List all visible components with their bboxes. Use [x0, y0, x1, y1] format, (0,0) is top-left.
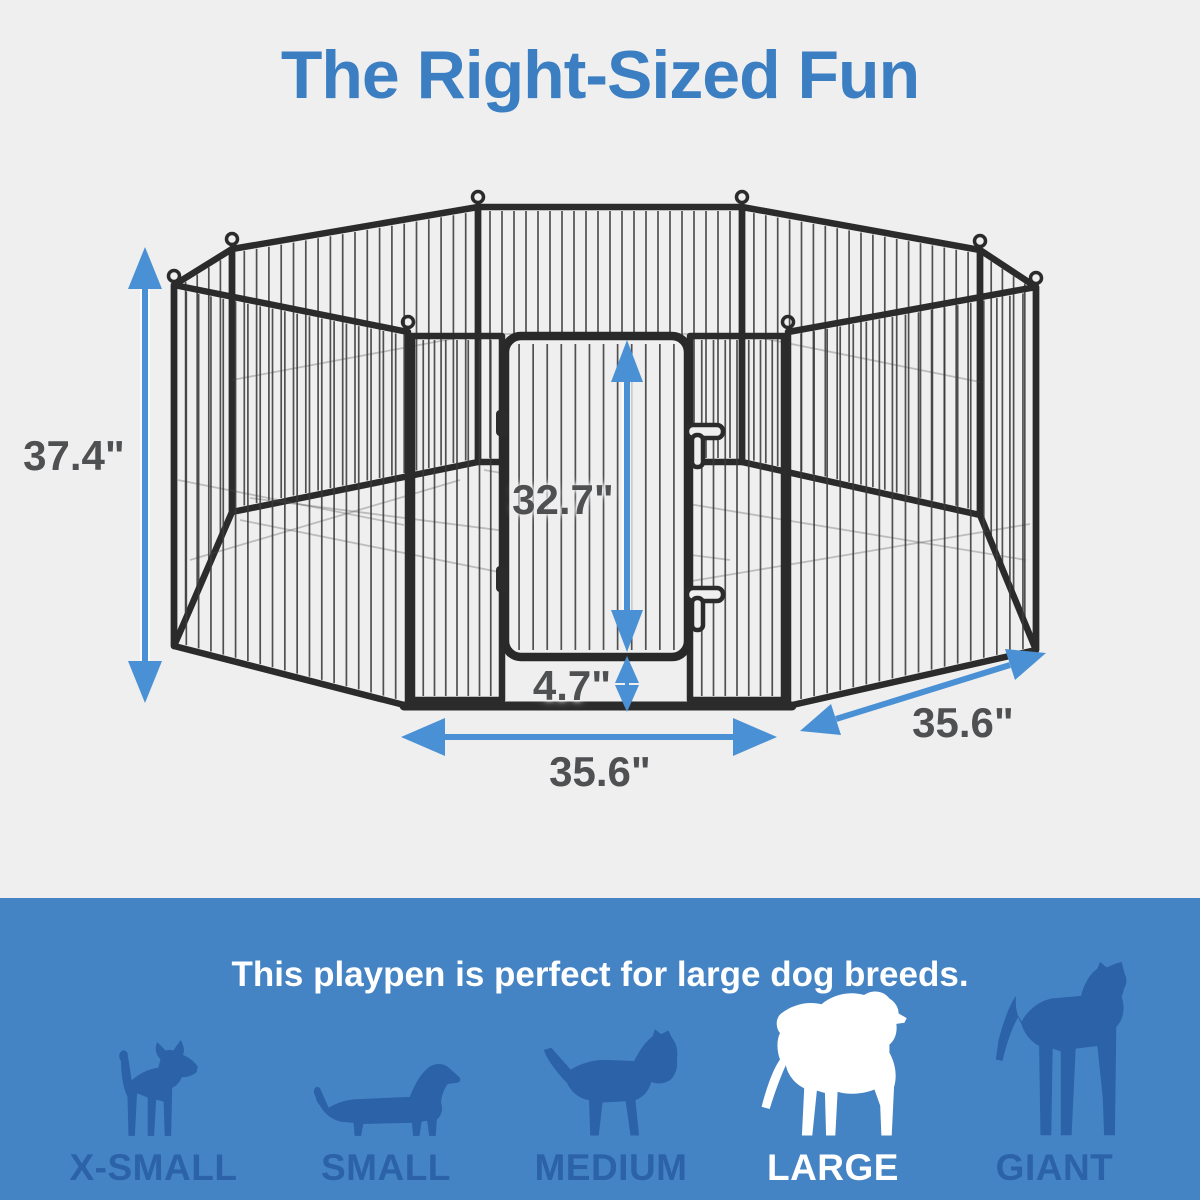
dachshund-dog-icon [313, 1063, 461, 1136]
size-chart: X-SMALL SMALL MEDIUM LARGE [0, 962, 1200, 1194]
size-label-small: SMALL [320, 1147, 451, 1188]
breed-size-banner: This playpen is perfect for large dog br… [0, 898, 1200, 1200]
size-item-medium: MEDIUM [534, 1028, 687, 1194]
side-width-dimension-label: 35.6" [912, 699, 1014, 746]
front-width-dimension-label: 35.6" [549, 748, 651, 795]
height-dimension-label: 37.4" [23, 432, 125, 479]
great-dane-dog-icon [996, 962, 1127, 1136]
playpen-illustration [128, 189, 1046, 756]
size-item-xsmall: X-SMALL [70, 1040, 238, 1194]
size-item-small: SMALL [307, 1058, 465, 1194]
dimension-arrows [128, 247, 1046, 756]
door-height-dimension-label: 32.7" [512, 476, 614, 523]
size-label-medium: MEDIUM [534, 1147, 688, 1188]
page-title: The Right-Sized Fun [280, 37, 920, 113]
size-label-large: LARGE [766, 1147, 899, 1188]
front-width-arrow [401, 718, 777, 756]
chihuahua-dog-icon [119, 1040, 199, 1136]
dimensions-section: The Right-Sized Fun [23, 37, 1046, 795]
bull-terrier-dog-icon [543, 1029, 678, 1136]
banner-headline: This playpen is perfect for large dog br… [231, 955, 969, 994]
size-label-xsmall: X-SMALL [69, 1147, 238, 1188]
bottom-gap-dimension-label: 4.7" [532, 662, 612, 709]
door-height-arrow [611, 340, 643, 652]
playpen-panels [166, 189, 1044, 711]
size-item-large: LARGE [757, 988, 909, 1194]
bottom-gap-arrow [615, 656, 639, 712]
golden-retriever-dog-icon [761, 991, 907, 1136]
side-width-arrow [800, 649, 1046, 735]
size-label-giant: GIANT [995, 1147, 1114, 1188]
size-item-giant: GIANT [978, 962, 1130, 1194]
height-arrow [128, 247, 162, 703]
